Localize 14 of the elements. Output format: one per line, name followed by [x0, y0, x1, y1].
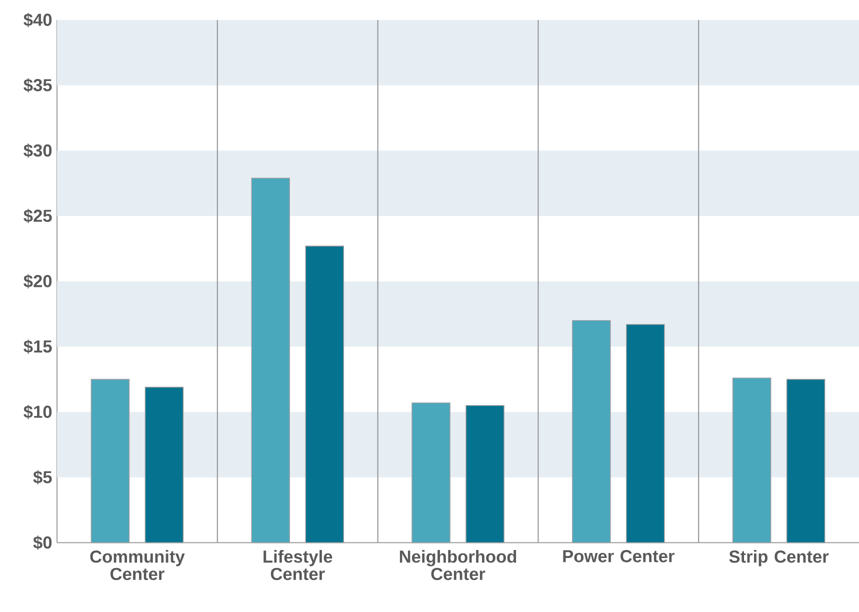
y-tick-label: $10	[24, 404, 52, 420]
x-tick-label: Lifestyle Center	[264, 550, 332, 580]
y-tick-label: $20	[24, 274, 52, 288]
y-tick-label: $30	[24, 144, 52, 158]
y-tick-label: $15	[24, 340, 52, 354]
y-tick-label: $35	[24, 78, 52, 92]
x-tick-label: Neighborhood Center	[400, 550, 516, 580]
x-tick-label: Power Center	[563, 550, 674, 562]
x-tick-label: Community Center	[90, 550, 185, 580]
y-tick-label: $0	[33, 536, 52, 550]
y-tick-label: $25	[24, 208, 52, 224]
x-tick-label: Strip Center	[729, 550, 829, 566]
y-tick-label: $40	[24, 12, 52, 28]
y-tick-label: $5	[33, 470, 52, 484]
